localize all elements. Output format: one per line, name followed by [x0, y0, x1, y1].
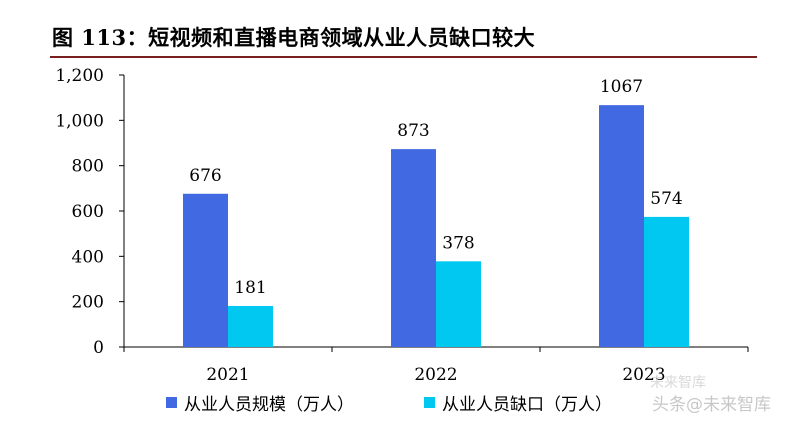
bar-labels: 676 181 873 378 1067 574 — [189, 77, 682, 298]
watermark-logo-text: 未来智库 — [650, 375, 706, 391]
legend-item-series-1: 从业人员缺口（万人） — [424, 390, 612, 415]
bar-value-label: 676 — [189, 166, 221, 186]
bar-value-label: 378 — [442, 233, 474, 253]
x-tick-label: 2023 — [622, 365, 665, 385]
page-title: 图 113：短视频和直播电商领域从业人员缺口较大 — [52, 25, 536, 50]
bar-series-1 — [644, 216, 689, 347]
watermark-source-text: 头条@未来智库 — [652, 395, 771, 415]
legend-swatch-series-0 — [166, 396, 177, 408]
chart-legend: 从业人员规模（万人） 从业人员缺口（万人） — [166, 390, 682, 415]
bar-series-0 — [391, 149, 436, 347]
legend-item-series-0: 从业人员规模（万人） — [166, 390, 354, 415]
y-tick-label: 0 — [93, 338, 104, 358]
bar-value-label: 873 — [397, 121, 429, 141]
bar-value-label: 574 — [650, 189, 682, 209]
legend-label-series-1: 从业人员缺口（万人） — [442, 394, 612, 415]
y-tick-label: 1,200 — [55, 66, 104, 86]
bar-series-0 — [183, 193, 228, 347]
y-axis-ticks: 0 200 400 600 800 1,000 1,200 — [55, 66, 124, 358]
bar-value-label: 181 — [234, 278, 266, 298]
bar-value-label: 1067 — [600, 77, 643, 97]
y-tick-label: 600 — [72, 202, 104, 222]
title-rule — [50, 56, 757, 58]
x-tick-label: 2021 — [206, 365, 249, 385]
bar-series-1 — [228, 305, 273, 347]
x-tick-label: 2022 — [414, 365, 457, 385]
y-tick-label: 1,000 — [55, 111, 104, 131]
x-axis-ticks: 2021 2022 2023 — [123, 347, 749, 385]
y-tick-label: 200 — [72, 293, 104, 313]
bar-series-1 — [436, 261, 481, 347]
legend-swatch-series-1 — [424, 396, 435, 408]
y-tick-label: 400 — [72, 247, 104, 267]
bar-series-0 — [599, 105, 644, 347]
chart-bars — [183, 105, 689, 347]
y-tick-label: 800 — [72, 157, 104, 177]
legend-label-series-0: 从业人员规模（万人） — [184, 394, 354, 415]
